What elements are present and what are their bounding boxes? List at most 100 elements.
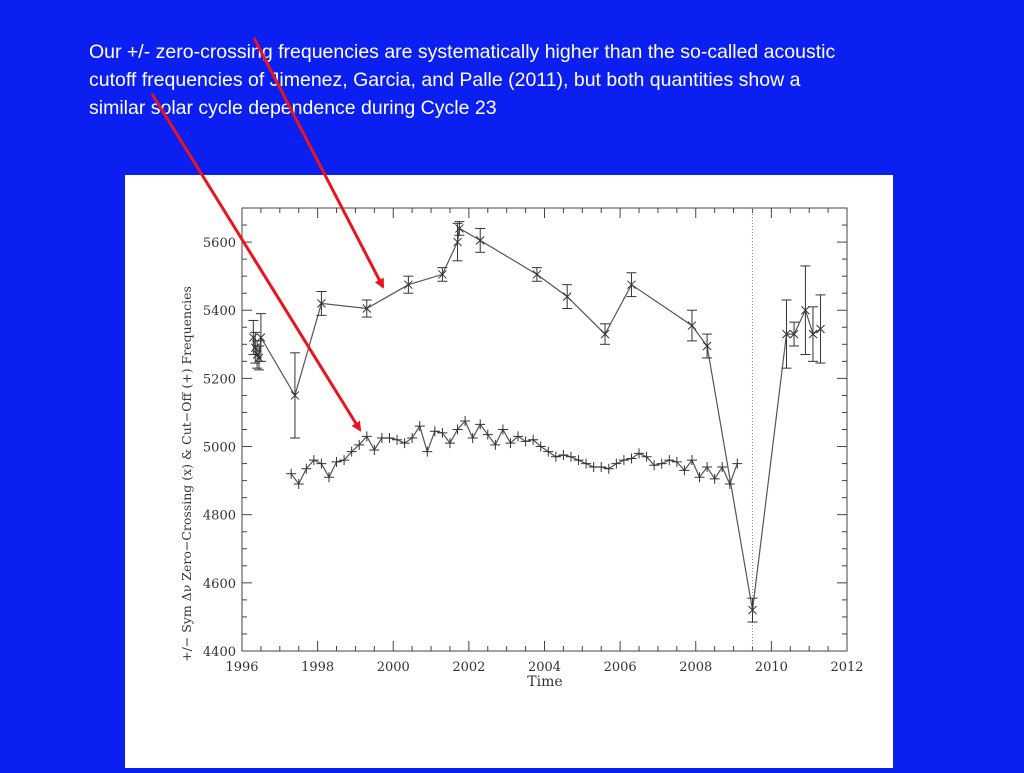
data-point-plus [671,456,682,467]
data-point-plus [460,415,471,426]
data-point-plus [301,463,312,474]
y-tick-label: 5400 [203,304,236,319]
data-point-plus [611,458,622,469]
data-point-x [801,305,810,315]
y-tick-label: 4400 [203,645,236,660]
slide-caption: Our +/- zero-crossing frequencies are sy… [89,38,999,122]
data-point-x [782,329,791,339]
x-tick-label: 2000 [377,660,410,675]
data-point-plus [528,434,539,445]
data-point-x [404,280,413,290]
data-point-x [808,329,818,339]
data-point-plus [603,463,614,474]
caption-line-3: similar solar cycle dependence during Cy… [89,97,497,119]
x-tick-label: 1996 [225,660,258,675]
data-point-plus [369,444,380,455]
data-point-plus [581,458,592,469]
data-point-plus [505,438,516,449]
data-point-x [453,237,462,247]
data-point-plus [475,419,486,430]
data-point-plus [618,455,629,466]
data-point-plus [293,479,304,490]
x-tick-label: 2008 [679,660,712,675]
y-axis-label: +/− Sym Δν Zero−Crossing (x) & Cut−Off (… [179,286,194,662]
data-point-plus [656,458,667,469]
data-point-plus [596,461,607,472]
data-point-plus [565,451,576,462]
data-point-plus [702,461,713,472]
data-point-plus [717,461,728,472]
arrow-to-cutoff-series [252,37,385,289]
data-point-plus [550,451,561,462]
data-point-x [627,280,636,290]
y-tick-label: 5600 [203,236,236,251]
data-point-x [290,391,300,400]
data-point-plus [520,436,531,447]
data-point-plus [724,479,735,490]
data-point-x [702,341,712,351]
data-point-plus [649,460,660,471]
data-point-plus [286,468,297,479]
data-point-x [248,333,258,342]
series-layer [248,221,826,623]
data-point-plus [513,431,524,442]
y-tick-label: 4600 [203,577,236,592]
x-tick-label: 2002 [452,660,485,675]
data-point-plus [694,472,705,483]
data-point-plus [664,455,675,466]
data-point-plus [732,458,743,469]
data-point-plus [308,455,319,466]
data-point-plus [407,433,418,444]
data-point-plus [709,473,720,484]
data-point-plus [331,456,342,467]
data-point-plus [686,455,697,466]
series-line [290,419,738,486]
frequency-chart: 1996 1998 2000 2002 2004 2006 2008 2010 2012 4400… [179,207,864,690]
data-point-x [455,224,464,233]
data-point-plus [323,472,334,483]
data-point-plus [497,424,508,435]
data-point-plus [392,434,403,445]
data-point-plus [399,438,410,449]
data-point-plus [467,433,478,444]
data-point-x [254,353,264,363]
data-point-plus [429,426,440,437]
data-point-plus [679,465,690,476]
data-point-x [562,292,572,301]
data-point-plus [414,421,425,432]
x-tick-label: 1998 [301,660,334,675]
caption-line-2: cutoff frequencies of Jimenez, Garcia, a… [89,69,801,91]
data-point-plus [437,427,448,438]
data-point-x [748,605,757,615]
data-point-plus [626,453,637,464]
caption-line-1: Our +/- zero-crossing frequencies are sy… [89,41,836,63]
data-point-plus [444,438,455,449]
data-point-x [687,321,697,330]
data-point-x [256,333,266,342]
x-tick-label: 2010 [755,660,788,675]
data-point-x [317,299,326,308]
data-point-plus [384,433,395,444]
data-point-plus [361,431,372,442]
x-axis-label: Time [527,674,562,690]
data-point-x [475,236,485,245]
y-tick-label: 4800 [203,509,236,524]
data-point-x [532,270,542,279]
data-point-plus [558,450,569,461]
data-point-plus [422,446,433,457]
data-point-plus [543,446,554,457]
data-point-plus [354,439,365,450]
data-point-plus [641,451,652,462]
data-point-plus [490,439,501,450]
data-point-x [600,329,610,339]
data-point-plus [535,441,546,452]
x-tick-label: 2004 [528,660,561,675]
data-point-plus [346,446,357,457]
y-tick-label: 5000 [203,441,236,456]
x-tick-label: 2006 [604,660,637,675]
data-point-x [789,329,799,339]
data-point-x [816,324,825,334]
data-point-x [362,304,372,313]
data-point-x [438,270,447,279]
